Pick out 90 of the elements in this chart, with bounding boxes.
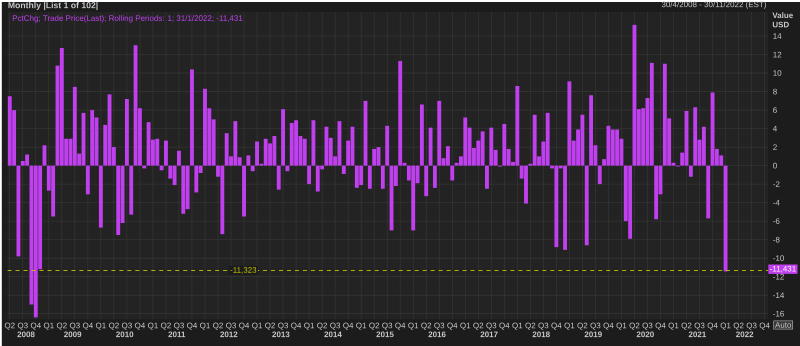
bar: [316, 166, 320, 192]
bar: [398, 60, 402, 166]
bar: [25, 154, 30, 166]
bar: [372, 148, 376, 166]
bar: [584, 166, 589, 246]
bar: [250, 166, 255, 172]
bar: [142, 166, 146, 168]
bar: [724, 166, 728, 272]
bar: [42, 145, 46, 166]
bar: [181, 166, 186, 214]
bar: [650, 62, 654, 166]
bar: [186, 166, 190, 210]
bar: [532, 114, 537, 166]
bar: [16, 166, 20, 256]
bar: [51, 166, 56, 216]
bar: [72, 86, 77, 166]
bar: [285, 166, 290, 172]
bar: [580, 114, 584, 166]
bar: [164, 140, 168, 166]
bar: [628, 166, 632, 239]
bar: [294, 120, 298, 166]
bar: [546, 112, 550, 166]
bar: [684, 110, 688, 166]
bar: [354, 166, 359, 188]
bar: [424, 166, 428, 196]
bar: [554, 166, 558, 247]
bar: [380, 166, 385, 189]
bar: [598, 166, 602, 184]
bar: [177, 150, 181, 166]
bar: [172, 166, 177, 185]
bar: [411, 166, 416, 230]
bar: [688, 166, 693, 177]
bar: [359, 166, 364, 185]
bar: [264, 138, 268, 166]
bar: [324, 126, 328, 166]
bar: [364, 100, 368, 166]
bar: [116, 166, 120, 235]
bar: [610, 129, 615, 166]
bar: [302, 138, 307, 166]
bar: [589, 95, 594, 166]
bar: [194, 166, 198, 192]
bar: [8, 96, 12, 166]
bar: [463, 117, 468, 166]
bar: [489, 128, 494, 166]
bar: [281, 109, 285, 166]
bar: [98, 166, 103, 228]
bar: [450, 166, 454, 180]
bar: [290, 122, 294, 166]
bar: [615, 129, 620, 166]
bar: [485, 166, 489, 189]
bar: [706, 166, 710, 218]
bar: [242, 166, 246, 216]
bar: [567, 81, 572, 166]
bar: [654, 166, 658, 220]
bar: [276, 166, 281, 190]
bar: [155, 138, 160, 166]
bar: [702, 126, 706, 166]
bar: [90, 110, 94, 166]
bar: [632, 24, 636, 166]
bar: [437, 100, 442, 166]
bar: [515, 86, 520, 166]
bar: [307, 166, 312, 184]
bar: [563, 166, 567, 250]
bar: [420, 104, 424, 166]
bar: [480, 131, 485, 166]
bar: [224, 133, 229, 166]
bar: [124, 98, 129, 166]
bar: [220, 166, 224, 234]
bar: [60, 48, 64, 166]
bar: [272, 136, 276, 166]
bar: [342, 166, 346, 174]
bar: [233, 121, 238, 166]
bar: [502, 124, 506, 166]
bar: [693, 107, 698, 166]
bar: [368, 166, 372, 189]
bar: [432, 166, 437, 188]
chart-title: Monthly |List 1 of 102|: [8, 2, 98, 10]
bar: [34, 166, 38, 318]
bar: [246, 155, 250, 166]
bar: [129, 166, 134, 215]
bar: [385, 126, 390, 166]
bar: [662, 64, 667, 166]
bar: [86, 166, 90, 194]
bar: [446, 146, 450, 166]
bar: [160, 166, 164, 170]
bar: [203, 88, 207, 166]
bar: [146, 122, 151, 166]
bar: [312, 120, 316, 166]
bar: [190, 69, 194, 166]
bar: [428, 128, 432, 166]
